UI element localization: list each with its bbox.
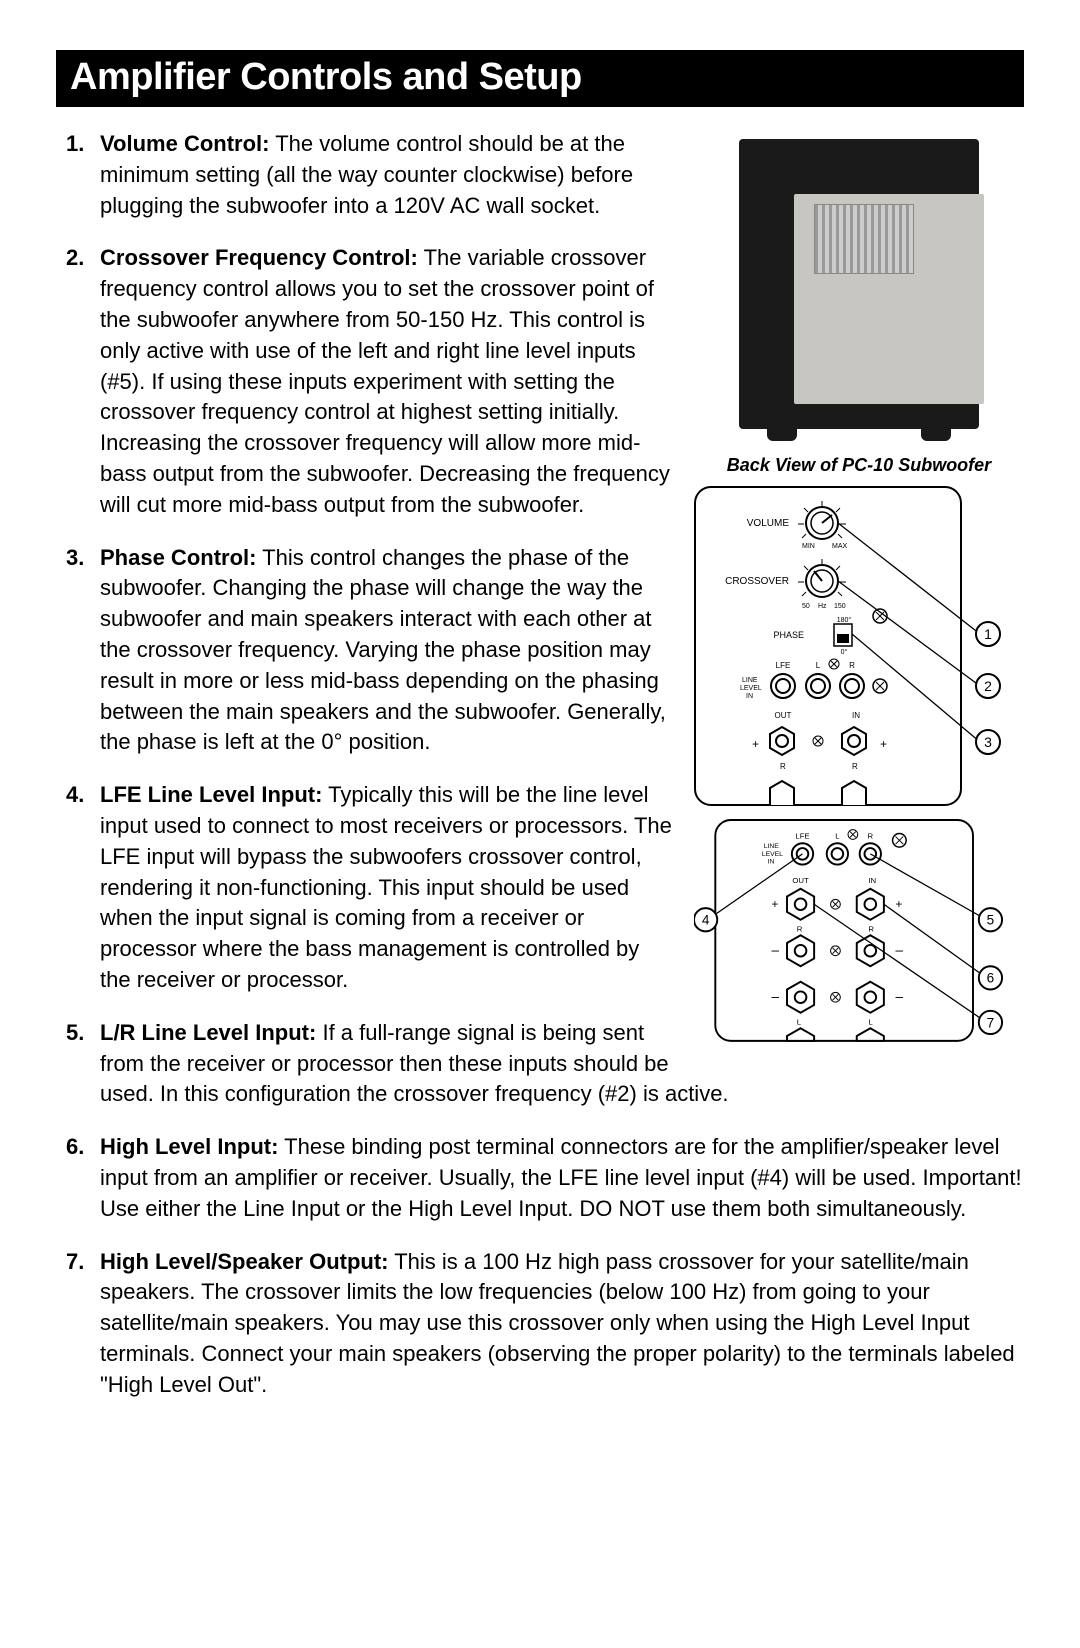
- list-item: L/R Line Level Input: If a full-range si…: [80, 1018, 1024, 1110]
- item-title: Crossover Frequency Control:: [100, 245, 418, 270]
- section-title: Amplifier Controls and Setup: [56, 50, 1024, 107]
- list-item: Volume Control: The volume control shoul…: [80, 129, 1024, 221]
- list-item: Phase Control: This control changes the …: [80, 543, 1024, 759]
- list-item: Crossover Frequency Control: The variabl…: [80, 243, 1024, 520]
- item-title: High Level/Speaker Output:: [100, 1249, 389, 1274]
- item-title: L/R Line Level Input:: [100, 1020, 316, 1045]
- item-title: Volume Control:: [100, 131, 269, 156]
- list-item: High Level/Speaker Output: This is a 100…: [80, 1247, 1024, 1401]
- list-item: High Level Input: These binding post ter…: [80, 1132, 1024, 1224]
- item-title: High Level Input:: [100, 1134, 278, 1159]
- content-area: Back View of PC-10 Subwoofer VOLUME MIN …: [56, 129, 1024, 1422]
- list-item: LFE Line Level Input: Typically this wil…: [80, 780, 1024, 996]
- item-title: Phase Control:: [100, 545, 256, 570]
- item-title: LFE Line Level Input:: [100, 782, 322, 807]
- item-body: Typically this will be the line level in…: [100, 782, 672, 992]
- item-body: The variable crossover frequency control…: [100, 245, 670, 516]
- svg-text:R: R: [852, 762, 858, 771]
- item-body: This control changes the phase of the su…: [100, 545, 666, 755]
- svg-text:R: R: [780, 762, 786, 771]
